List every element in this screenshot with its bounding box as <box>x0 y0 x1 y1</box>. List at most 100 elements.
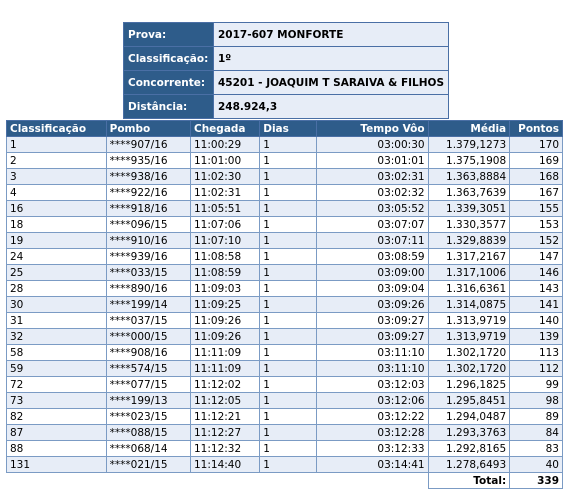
cell-pombo: ****033/15 <box>105 264 192 281</box>
info-value: 248.924,3 <box>212 94 450 119</box>
cell-chegada: 11:07:06 <box>189 216 261 233</box>
cell-pontos: 139 <box>509 328 563 345</box>
table-row[interactable]: 82 ****023/15 11:12:21 1 03:12:22 1.294,0487 8… <box>6 408 563 425</box>
cell-media: 1.294,0487 <box>427 408 511 425</box>
table-row[interactable]: 18 ****096/15 11:07:06 1 03:07:07 1.330,3577 1… <box>6 216 563 233</box>
header-dias[interactable]: Dias <box>259 120 318 137</box>
cell-tempo-voo: 03:07:11 <box>316 232 429 249</box>
cell-chegada: 11:05:51 <box>189 200 261 217</box>
cell-pontos: 84 <box>509 424 563 441</box>
cell-tempo-voo: 03:01:01 <box>316 152 429 169</box>
cell-classificacao: 31 <box>6 312 107 329</box>
cell-tempo-voo: 03:09:27 <box>316 328 429 345</box>
cell-dias: 1 <box>259 296 318 313</box>
cell-tempo-voo: 03:12:03 <box>316 376 429 393</box>
table-row[interactable]: 88 ****068/14 11:12:32 1 03:12:33 1.292,8165 8… <box>6 440 563 457</box>
table-row[interactable]: 131 ****021/15 11:14:40 1 03:14:41 1.278,6493… <box>6 456 563 473</box>
info-row: Concorrente: 45201 - JOAQUIM T SARAIVA & … <box>123 70 450 95</box>
cell-pombo: ****096/15 <box>105 216 192 233</box>
table-row[interactable]: 16 ****918/16 11:05:51 1 03:05:52 1.339,3051 1… <box>6 200 563 217</box>
cell-chegada: 11:12:02 <box>189 376 261 393</box>
table-row[interactable]: 87 ****088/15 11:12:27 1 03:12:28 1.293,3763 8… <box>6 424 563 441</box>
cell-classificacao: 131 <box>6 456 107 473</box>
cell-classificacao: 59 <box>6 360 107 377</box>
cell-dias: 1 <box>259 280 318 297</box>
header-chegada[interactable]: Chegada <box>189 120 261 137</box>
cell-pontos: 170 <box>509 136 563 153</box>
cell-dias: 1 <box>259 136 318 153</box>
table-row[interactable]: 30 ****199/14 11:09:25 1 03:09:26 1.314,0875 1… <box>6 296 563 313</box>
info-label: Prova: <box>123 22 214 47</box>
cell-tempo-voo: 03:09:27 <box>316 312 429 329</box>
cell-dias: 1 <box>259 184 318 201</box>
cell-chegada: 11:11:09 <box>189 360 261 377</box>
cell-media: 1.379,1273 <box>427 136 511 153</box>
results-body: 1 ****907/16 11:00:29 1 03:00:30 1.379,1273 17… <box>6 136 563 473</box>
table-row[interactable]: 58 ****908/16 11:11:09 1 03:11:10 1.302,1720 1… <box>6 344 563 361</box>
cell-dias: 1 <box>259 216 318 233</box>
header-media[interactable]: Média <box>427 120 511 137</box>
results-table: Classificação Pombo Chegada Dias Tempo V… <box>6 120 563 489</box>
cell-pombo: ****000/15 <box>105 328 192 345</box>
results-footer: Total: 339 <box>6 472 563 489</box>
cell-classificacao: 16 <box>6 200 107 217</box>
cell-chegada: 11:14:40 <box>189 456 261 473</box>
cell-pombo: ****077/15 <box>105 376 192 393</box>
table-row[interactable]: 73 ****199/13 11:12:05 1 03:12:06 1.295,8451 9… <box>6 392 563 409</box>
cell-pontos: 167 <box>509 184 563 201</box>
cell-dias: 1 <box>259 408 318 425</box>
table-row[interactable]: 1 ****907/16 11:00:29 1 03:00:30 1.379,1273 17… <box>6 136 563 153</box>
table-row[interactable]: 3 ****938/16 11:02:30 1 03:02:31 1.363,8884 16… <box>6 168 563 185</box>
table-row[interactable]: 2 ****935/16 11:01:00 1 03:01:01 1.375,1908 16… <box>6 152 563 169</box>
cell-chegada: 11:09:26 <box>189 312 261 329</box>
cell-media: 1.317,1006 <box>427 264 511 281</box>
cell-dias: 1 <box>259 168 318 185</box>
cell-pombo: ****908/16 <box>105 344 192 361</box>
cell-tempo-voo: 03:02:32 <box>316 184 429 201</box>
cell-tempo-voo: 03:09:04 <box>316 280 429 297</box>
info-row: Classificação: 1º <box>123 46 450 71</box>
cell-tempo-voo: 03:12:22 <box>316 408 429 425</box>
info-label: Distância: <box>123 94 214 119</box>
cell-dias: 1 <box>259 264 318 281</box>
cell-media: 1.313,9719 <box>427 312 511 329</box>
cell-classificacao: 30 <box>6 296 107 313</box>
header-classificacao[interactable]: Classificação <box>6 120 107 137</box>
cell-pontos: 169 <box>509 152 563 169</box>
table-row[interactable]: 72 ****077/15 11:12:02 1 03:12:03 1.296,1825 9… <box>6 376 563 393</box>
cell-chegada: 11:08:58 <box>189 248 261 265</box>
header-row: Classificação Pombo Chegada Dias Tempo V… <box>6 120 563 137</box>
table-row[interactable]: 4 ****922/16 11:02:31 1 03:02:32 1.363,7639 16… <box>6 184 563 201</box>
cell-classificacao: 28 <box>6 280 107 297</box>
table-row[interactable]: 19 ****910/16 11:07:10 1 03:07:11 1.329,8839 1… <box>6 232 563 249</box>
cell-pontos: 141 <box>509 296 563 313</box>
table-row[interactable]: 32 ****000/15 11:09:26 1 03:09:27 1.313,9719 1… <box>6 328 563 345</box>
cell-classificacao: 58 <box>6 344 107 361</box>
cell-pontos: 112 <box>509 360 563 377</box>
table-row[interactable]: 28 ****890/16 11:09:03 1 03:09:04 1.316,6361 1… <box>6 280 563 297</box>
info-value: 2017-607 MONFORTE <box>212 22 450 47</box>
cell-dias: 1 <box>259 456 318 473</box>
results-header: Classificação Pombo Chegada Dias Tempo V… <box>6 120 563 137</box>
cell-tempo-voo: 03:12:28 <box>316 424 429 441</box>
table-row[interactable]: 24 ****939/16 11:08:58 1 03:08:59 1.317,2167 1… <box>6 248 563 265</box>
header-pombo[interactable]: Pombo <box>105 120 192 137</box>
cell-pombo: ****910/16 <box>105 232 192 249</box>
header-tempo-voo[interactable]: Tempo Vôo <box>316 120 429 137</box>
cell-media: 1.330,3577 <box>427 216 511 233</box>
header-pontos[interactable]: Pontos <box>509 120 563 137</box>
cell-chegada: 11:08:59 <box>189 264 261 281</box>
cell-media: 1.316,6361 <box>427 280 511 297</box>
cell-tempo-voo: 03:12:33 <box>316 440 429 457</box>
cell-dias: 1 <box>259 232 318 249</box>
cell-chegada: 11:09:26 <box>189 328 261 345</box>
cell-pontos: 155 <box>509 200 563 217</box>
table-row[interactable]: 59 ****574/15 11:11:09 1 03:11:10 1.302,1720 1… <box>6 360 563 377</box>
cell-classificacao: 32 <box>6 328 107 345</box>
table-row[interactable]: 25 ****033/15 11:08:59 1 03:09:00 1.317,1006 1… <box>6 264 563 281</box>
cell-classificacao: 18 <box>6 216 107 233</box>
cell-tempo-voo: 03:12:06 <box>316 392 429 409</box>
info-value: 45201 - JOAQUIM T SARAIVA & FILHOS <box>212 70 450 95</box>
table-row[interactable]: 31 ****037/15 11:09:26 1 03:09:27 1.313,9719 1… <box>6 312 563 329</box>
cell-chegada: 11:00:29 <box>189 136 261 153</box>
